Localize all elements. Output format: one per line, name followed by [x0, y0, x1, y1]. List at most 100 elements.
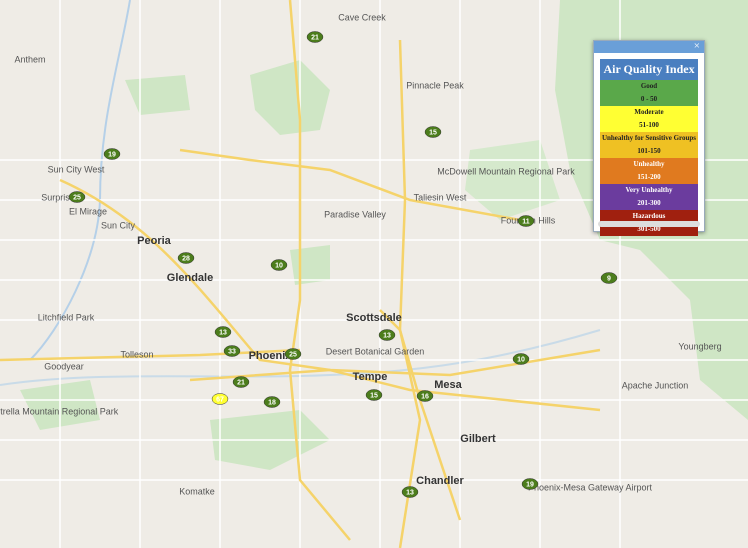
marker-value: 33: [228, 348, 236, 355]
marker-dot: [232, 376, 250, 388]
place-label: Cave Creek: [338, 12, 386, 22]
marker-value: 9: [607, 275, 611, 282]
close-button[interactable]: ×: [693, 40, 700, 52]
aqi-marker[interactable]: 15: [365, 389, 383, 401]
aqi-marker[interactable]: 13: [401, 486, 419, 498]
legend-rows: Good 0 - 50 Moderate 51-100 Unhealthy for Se…: [594, 80, 704, 236]
aqi-marker[interactable]: 15: [424, 126, 442, 138]
marker-value: 10: [517, 356, 525, 363]
marker-dot: [270, 259, 288, 271]
city-label: Scottsdale: [346, 312, 402, 324]
aqi-marker[interactable]: 16: [416, 390, 434, 402]
marker-value: 13: [219, 329, 227, 336]
marker-dot: [600, 272, 618, 284]
marker-dot: [378, 329, 396, 341]
place-label: Sun City West: [48, 164, 105, 174]
legend-name: Unhealthy for Sensitive Groups: [600, 132, 698, 145]
place-label: Litchfield Park: [38, 312, 95, 322]
marker-value: 67: [216, 396, 224, 403]
city-label: Glendale: [167, 272, 213, 284]
popup-header: ×: [594, 40, 704, 53]
place-label: Goodyear: [44, 361, 84, 371]
marker-value: 21: [237, 379, 245, 386]
place-label: Surprise: [41, 192, 75, 202]
marker-dot: [517, 215, 535, 227]
aqi-marker[interactable]: 67: [211, 393, 229, 405]
aqi-marker[interactable]: 19: [103, 148, 121, 160]
aqi-marker[interactable]: 19: [521, 478, 539, 490]
place-label: Anthem: [14, 54, 45, 64]
marker-dot: [211, 393, 229, 405]
marker-dot: [424, 126, 442, 138]
aqi-marker[interactable]: 18: [263, 396, 281, 408]
aqi-marker[interactable]: 11: [517, 215, 535, 227]
city-label: Peoria: [137, 235, 172, 247]
marker-value: 15: [429, 129, 437, 136]
aqi-marker[interactable]: 9: [600, 272, 618, 284]
legend-range: 151-200: [600, 171, 698, 184]
legend-title: Air Quality Index: [600, 59, 698, 80]
aqi-marker[interactable]: 25: [284, 348, 302, 360]
marker-dot: [365, 389, 383, 401]
aqi-marker[interactable]: 13: [214, 326, 232, 338]
place-label: Sun City: [101, 220, 136, 230]
place-label: Estrella Mountain Regional Park: [0, 406, 119, 416]
marker-dot: [214, 326, 232, 338]
place-label: El Mirage: [69, 206, 107, 216]
legend-name: Very Unhealthy: [600, 184, 698, 197]
city-label: Phoenix: [249, 350, 293, 362]
marker-dot: [416, 390, 434, 402]
marker-dot: [177, 252, 195, 264]
place-label: Apache Junction: [622, 380, 689, 390]
place-label: McDowell Mountain Regional Park: [437, 166, 575, 176]
marker-dot: [223, 345, 241, 357]
marker-value: 15: [370, 392, 378, 399]
marker-value: 19: [108, 151, 116, 158]
legend-name: Unhealthy: [600, 158, 698, 171]
aqi-marker[interactable]: 13: [378, 329, 396, 341]
marker-dot: [103, 148, 121, 160]
legend-range: 201-300: [600, 197, 698, 210]
place-label: Paradise Valley: [324, 209, 386, 219]
scrollbar[interactable]: [598, 221, 700, 227]
legend-range: 0 - 50: [600, 93, 698, 106]
aqi-marker[interactable]: 25: [68, 191, 86, 203]
place-label: Phoenix-Mesa Gateway Airport: [528, 482, 653, 492]
aqi-marker[interactable]: 33: [223, 345, 241, 357]
marker-value: 11: [522, 218, 530, 225]
marker-dot: [263, 396, 281, 408]
legend-name: Good: [600, 80, 698, 93]
city-label: Mesa: [434, 379, 462, 391]
place-label: Youngberg: [678, 341, 721, 351]
marker-dot: [401, 486, 419, 498]
legend-range: 101-150: [600, 145, 698, 158]
marker-dot: [306, 31, 324, 43]
marker-value: 25: [73, 194, 81, 201]
marker-value: 10: [275, 262, 283, 269]
legend-range: 51-100: [600, 119, 698, 132]
legend-name: Hazardous: [600, 210, 698, 223]
marker-dot: [284, 348, 302, 360]
marker-value: 13: [383, 332, 391, 339]
legend-name: Moderate: [600, 106, 698, 119]
marker-value: 28: [182, 255, 190, 262]
aqi-marker[interactable]: 10: [270, 259, 288, 271]
marker-value: 18: [268, 399, 276, 406]
aqi-marker[interactable]: 28: [177, 252, 195, 264]
marker-dot: [521, 478, 539, 490]
marker-dot: [68, 191, 86, 203]
aqi-marker[interactable]: 10: [512, 353, 530, 365]
place-label: Taliesin West: [414, 192, 467, 202]
place-label: Desert Botanical Garden: [326, 346, 425, 356]
marker-value: 16: [421, 393, 429, 400]
city-label: Chandler: [416, 475, 464, 487]
marker-value: 25: [289, 351, 297, 358]
marker-value: 21: [311, 34, 319, 41]
legend-popup: × Air Quality Index Good 0 - 50 Moderate 51…: [593, 40, 705, 236]
place-label: Tolleson: [120, 349, 153, 359]
aqi-marker[interactable]: 21: [306, 31, 324, 43]
aqi-marker[interactable]: 21: [232, 376, 250, 388]
highways: [0, 0, 601, 548]
marker-dot: [512, 353, 530, 365]
